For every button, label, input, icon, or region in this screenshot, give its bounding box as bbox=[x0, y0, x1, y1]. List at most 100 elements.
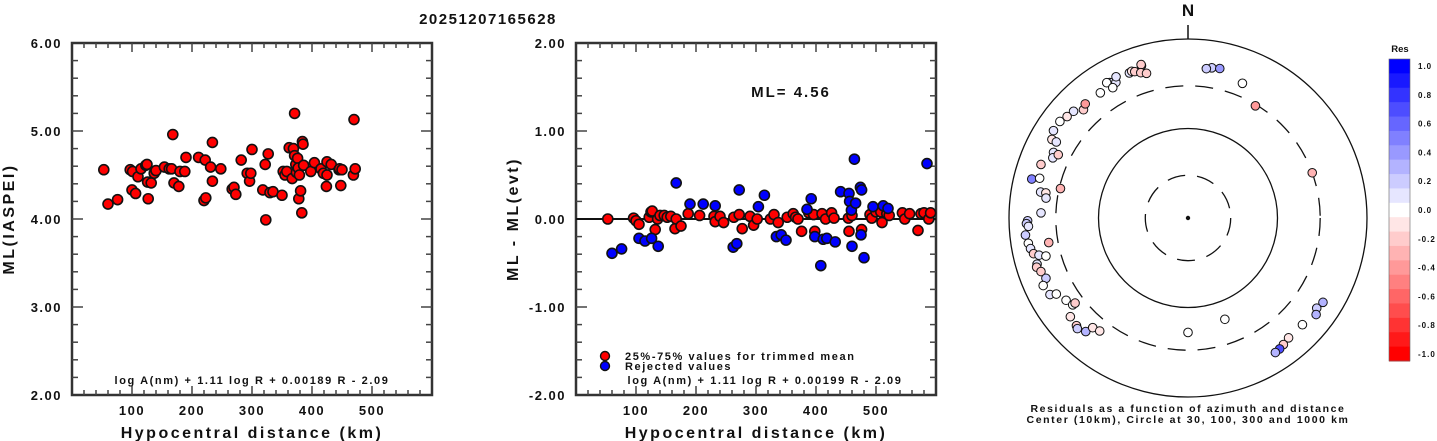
station-residual-point bbox=[1065, 311, 1076, 322]
data-point bbox=[167, 128, 179, 141]
data-point bbox=[295, 207, 308, 219]
figure-title: 20251207165628 bbox=[419, 11, 557, 28]
data-point bbox=[111, 193, 124, 206]
data-point bbox=[206, 136, 219, 149]
colorbar-label: 0.6 bbox=[1418, 120, 1432, 129]
data-point bbox=[173, 180, 185, 193]
colorbar-swatch bbox=[1389, 303, 1410, 319]
data-point bbox=[235, 154, 247, 166]
colorbar-swatch bbox=[1389, 346, 1410, 362]
x-tick-label: 200 bbox=[179, 403, 205, 418]
station-residual-point bbox=[1043, 237, 1054, 248]
data-point bbox=[321, 169, 333, 181]
plot-frame bbox=[70, 41, 434, 397]
x-tick-label: 100 bbox=[623, 403, 649, 418]
y-tick-label: 1.00 bbox=[535, 124, 566, 139]
station-residual-point bbox=[1270, 347, 1281, 358]
station-residual-point bbox=[1237, 78, 1248, 89]
data-point bbox=[200, 192, 212, 204]
data-point bbox=[129, 187, 142, 200]
legend-label: 25%-75% values for trimmed mean bbox=[625, 351, 856, 363]
data-point bbox=[733, 208, 746, 221]
distance-ring bbox=[1055, 85, 1321, 351]
data-point bbox=[141, 158, 153, 171]
station-residual-point bbox=[1318, 297, 1328, 308]
data-point bbox=[102, 198, 114, 210]
magnitude-vs-distance-plot: 100 200 300 400 500 2.00 3.00 4.00 5.00 6.00 Hypoc… bbox=[1, 36, 434, 441]
colorbar-label: 0.0 bbox=[1418, 206, 1432, 215]
data-point bbox=[204, 161, 217, 173]
station-residual-point bbox=[1070, 298, 1080, 308]
caption-line-1: Residuals as a function of azimuth and d… bbox=[1031, 403, 1346, 415]
station-residual-point bbox=[1250, 101, 1261, 111]
colorbar-title: Res bbox=[1391, 44, 1408, 55]
x-tick-label: 300 bbox=[239, 403, 265, 418]
y-tick-label: -1.00 bbox=[529, 300, 566, 315]
station-residual-point bbox=[1068, 106, 1079, 117]
station-residual-point bbox=[1311, 309, 1321, 320]
data-point bbox=[294, 185, 307, 197]
colorbar-swatch bbox=[1389, 231, 1410, 247]
station-residual-point bbox=[1214, 63, 1225, 74]
station-residual-point bbox=[1034, 173, 1045, 184]
data-point bbox=[142, 192, 154, 205]
data-point bbox=[752, 200, 765, 213]
x-tick-label: 100 bbox=[119, 403, 145, 418]
data-point bbox=[262, 148, 275, 160]
colorbar-label: -0.6 bbox=[1418, 292, 1436, 301]
legend-label: Rejected values bbox=[625, 361, 732, 373]
colorbar-swatch bbox=[1389, 174, 1410, 189]
data-point bbox=[336, 163, 348, 176]
station-residual-point bbox=[1283, 333, 1294, 343]
x-axis-title: Hypocentral distance (km) bbox=[625, 425, 888, 441]
data-point bbox=[903, 207, 916, 220]
data-point bbox=[697, 198, 710, 210]
data-point bbox=[245, 167, 257, 180]
colorbar-swatch bbox=[1389, 332, 1410, 348]
data-point bbox=[145, 177, 157, 189]
colorbar-swatch bbox=[1389, 116, 1410, 132]
y-tick-label: 2.00 bbox=[31, 388, 62, 403]
data-point bbox=[846, 240, 858, 253]
station-residual-point bbox=[1051, 289, 1062, 299]
data-point bbox=[615, 243, 628, 255]
data-point bbox=[276, 189, 288, 202]
station-residual-point bbox=[1055, 116, 1065, 127]
station-residual-point bbox=[1141, 68, 1152, 79]
data-point bbox=[805, 192, 818, 205]
azimuth-residual-map: N Residuals as a function of azimuth and … bbox=[1008, 1, 1368, 426]
colorbar-swatch bbox=[1389, 73, 1410, 89]
data-point bbox=[867, 200, 879, 213]
data-point bbox=[780, 234, 792, 246]
colorbar-frame bbox=[1388, 58, 1411, 362]
x-axis-title: Hypocentral distance (km) bbox=[121, 425, 384, 441]
north-label: N bbox=[1182, 1, 1194, 20]
colorbar-swatch bbox=[1389, 317, 1410, 333]
data-point bbox=[848, 153, 861, 165]
colorbar-label: -0.2 bbox=[1418, 235, 1436, 244]
colorbar-swatch bbox=[1389, 274, 1410, 290]
data-point bbox=[230, 188, 242, 201]
station-residual-point bbox=[1041, 193, 1051, 203]
x-tick-label: 300 bbox=[743, 403, 769, 418]
x-tick-label: 400 bbox=[803, 403, 829, 418]
station-residual-point bbox=[1051, 137, 1062, 147]
colorbar-label: 0.8 bbox=[1418, 91, 1432, 100]
station-residual-point bbox=[1053, 149, 1064, 160]
data-point bbox=[180, 151, 192, 164]
y-tick-label: 2.00 bbox=[535, 36, 566, 51]
colorbar-label: -0.8 bbox=[1418, 321, 1436, 330]
colorbar-swatch bbox=[1389, 245, 1410, 261]
y-tick-label: -2.00 bbox=[529, 388, 566, 403]
colorbar-swatch bbox=[1389, 145, 1410, 161]
station-residual-point bbox=[1111, 71, 1121, 82]
colorbar-swatch bbox=[1389, 59, 1410, 74]
y-tick-label: 5.00 bbox=[31, 124, 62, 139]
station-residual-point bbox=[1080, 99, 1091, 109]
data-point bbox=[633, 218, 645, 231]
station-residual-point bbox=[1023, 221, 1034, 232]
station-residual-point bbox=[1201, 63, 1212, 74]
data-point bbox=[348, 113, 360, 126]
data-point bbox=[855, 229, 867, 241]
